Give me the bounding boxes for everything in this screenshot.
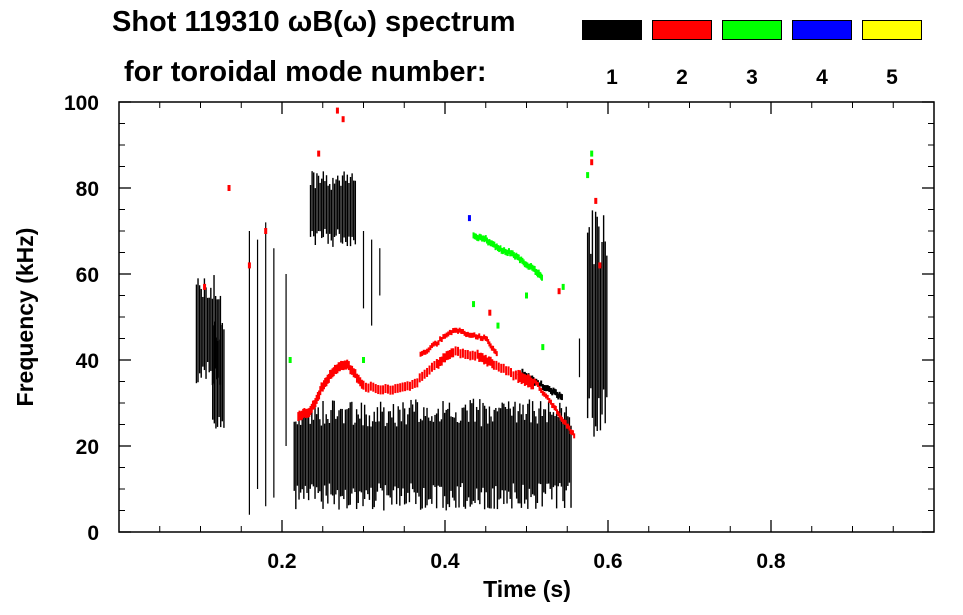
point-mode-2 <box>557 288 561 295</box>
legend-label-mode-3: 3 <box>746 66 758 89</box>
y-axis-label: Frequency (kHz) <box>12 228 38 407</box>
point-mode-2 <box>247 262 251 269</box>
point-mode-2 <box>203 283 207 290</box>
data-layer <box>195 107 608 515</box>
legend-swatch-mode-5 <box>862 20 922 40</box>
point-mode-2 <box>598 262 602 269</box>
axis-layer: 0.2 0.4 0.6 0.8 0 20 40 60 80 100 <box>64 92 934 573</box>
y-tick-label: 40 <box>76 350 99 373</box>
point-mode-2 <box>264 228 268 234</box>
legend-swatch-mode-2 <box>652 20 712 40</box>
legend-label-mode-2: 2 <box>676 66 688 89</box>
y-tick-label: 20 <box>76 436 99 459</box>
point-mode-2 <box>488 309 492 316</box>
legend-label-mode-5: 5 <box>886 66 898 89</box>
x-tick-label: 0.6 <box>593 550 622 573</box>
point-mode-3 <box>525 292 528 299</box>
point-mode-3 <box>590 150 594 157</box>
y-tick-label: 80 <box>76 178 99 201</box>
point-mode-4 <box>467 215 471 222</box>
point-mode-2 <box>227 185 231 191</box>
point-mode-3 <box>496 322 500 329</box>
x-tick-label: 0.8 <box>756 550 786 573</box>
y-tick-label: 60 <box>76 264 99 287</box>
point-mode-2 <box>317 150 321 157</box>
point-mode-3 <box>288 357 292 363</box>
point-mode-3 <box>561 283 565 290</box>
legend-swatch-mode-4 <box>792 20 852 40</box>
point-mode-2 <box>335 107 339 114</box>
point-mode-3 <box>362 357 365 363</box>
legend-label-mode-1: 1 <box>606 66 618 89</box>
legend-swatch-mode-1 <box>582 20 642 40</box>
point-mode-3 <box>541 344 545 351</box>
legend-swatch-mode-3 <box>722 20 782 40</box>
chart-subtitle: for toroidal mode number: <box>124 56 487 88</box>
chart-title: Shot 119310 ωB(ω) spectrum <box>112 6 516 38</box>
y-tick-label: 100 <box>64 92 99 115</box>
point-mode-2 <box>594 197 598 204</box>
point-mode-3 <box>586 172 590 179</box>
x-tick-label: 0.2 <box>267 550 296 573</box>
mode-legend: 1 2 3 4 5 <box>0 0 963 100</box>
x-tick-label: 0.4 <box>430 550 460 573</box>
point-mode-2 <box>590 159 594 166</box>
point-mode-3 <box>472 301 476 308</box>
legend-label-mode-4: 4 <box>816 66 828 89</box>
x-axis-label: Time (s) <box>483 576 571 602</box>
point-mode-2 <box>341 116 345 123</box>
y-tick-label: 0 <box>87 522 99 545</box>
